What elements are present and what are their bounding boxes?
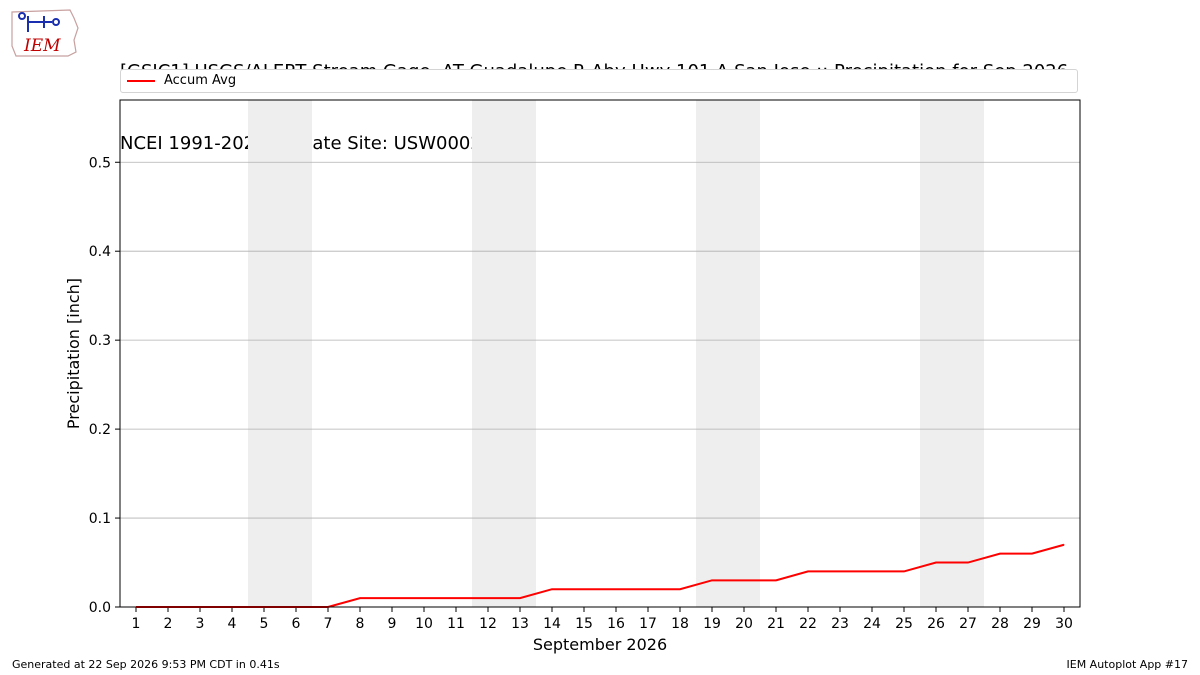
chart-legend: Accum Avg [120, 69, 1078, 93]
plot-frame [119, 99, 1081, 608]
x-axis-label: September 2026 [533, 635, 667, 654]
x-tick-label: 24 [863, 616, 881, 632]
footer-app: IEM Autoplot App #17 [1066, 658, 1189, 671]
y-tick-label: 0.1 [89, 511, 111, 527]
logo-text: IEM [23, 36, 61, 56]
data-point [551, 588, 553, 590]
x-tick-label: 20 [735, 616, 753, 632]
y-tick-label: 0.2 [89, 422, 111, 438]
x-tick-label: 23 [831, 616, 849, 632]
x-tick-label: 8 [356, 616, 365, 632]
x-tick-label: 29 [1023, 616, 1041, 632]
x-tick-label: 1 [132, 616, 141, 632]
data-point [839, 570, 841, 572]
data-point [935, 562, 937, 564]
y-tick-label: 0.3 [89, 333, 111, 349]
data-point [711, 579, 713, 581]
weekend-band [696, 100, 760, 607]
x-tick-label: 28 [991, 616, 1009, 632]
x-tick-label: 6 [292, 616, 301, 632]
x-tick-label: 12 [479, 616, 497, 632]
y-tick-label: 0.0 [89, 600, 111, 616]
data-point [679, 588, 681, 590]
x-tick-label: 19 [703, 616, 721, 632]
x-tick-label: 13 [511, 616, 529, 632]
data-point [455, 597, 457, 599]
data-point [647, 588, 649, 590]
data-point [391, 597, 393, 599]
legend-entry: Accum Avg [164, 73, 237, 88]
x-tick-label: 11 [447, 616, 465, 632]
data-point [615, 588, 617, 590]
weather-station-icon [18, 12, 60, 32]
y-tick-label: 0.5 [89, 155, 111, 171]
x-tick-label: 21 [767, 616, 785, 632]
data-point [967, 562, 969, 564]
x-tick-label: 25 [895, 616, 913, 632]
data-point [743, 579, 745, 581]
x-tick-label: 5 [260, 616, 269, 632]
data-point [583, 588, 585, 590]
x-tick-label: 30 [1055, 616, 1073, 632]
x-tick-label: 4 [228, 616, 237, 632]
y-tick-label: 0.4 [89, 244, 111, 260]
data-point [999, 553, 1001, 555]
x-tick-label: 17 [639, 616, 657, 632]
x-tick-label: 3 [196, 616, 205, 632]
data-point [775, 579, 777, 581]
x-tick-label: 27 [959, 616, 977, 632]
x-tick-label: 16 [607, 616, 625, 632]
x-tick-label: 7 [324, 616, 333, 632]
iowa-outline-icon [11, 9, 79, 57]
data-point [871, 570, 873, 572]
weekend-band [248, 100, 312, 607]
weekend-band [920, 100, 984, 607]
data-point [359, 597, 361, 599]
data-point [487, 597, 489, 599]
x-tick-label: 14 [543, 616, 561, 632]
footer-generated: Generated at 22 Sep 2026 9:53 PM CDT in … [12, 658, 280, 671]
data-point [903, 570, 905, 572]
data-point [1063, 544, 1065, 546]
data-point [1031, 553, 1033, 555]
data-point [519, 597, 521, 599]
x-tick-label: 10 [415, 616, 433, 632]
legend-swatch [127, 80, 155, 82]
x-tick-label: 2 [164, 616, 173, 632]
y-axis-label: Precipitation [inch] [64, 278, 83, 429]
data-point [807, 570, 809, 572]
x-tick-label: 15 [575, 616, 593, 632]
x-tick-label: 26 [927, 616, 945, 632]
x-tick-label: 22 [799, 616, 817, 632]
data-point [423, 597, 425, 599]
iem-logo: IEM [11, 9, 79, 57]
weekend-band [472, 100, 536, 607]
x-tick-label: 9 [388, 616, 397, 632]
x-tick-label: 18 [671, 616, 689, 632]
